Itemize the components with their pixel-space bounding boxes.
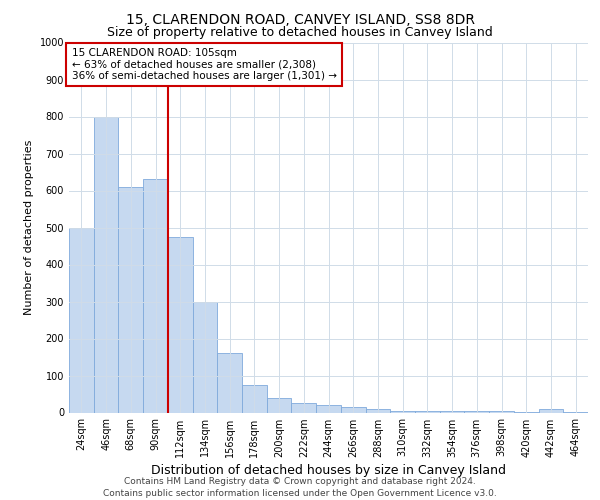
Bar (292, 403, 316, 412)
Bar (193, 302, 217, 412)
Bar (341, 407, 365, 412)
X-axis label: Distribution of detached houses by size in Canvey Island: Distribution of detached houses by size … (151, 464, 506, 477)
Text: 15, CLARENDON ROAD, CANVEY ISLAND, SS8 8DR: 15, CLARENDON ROAD, CANVEY ISLAND, SS8 8… (125, 12, 475, 26)
Bar (69, 228, 94, 412)
Bar (168, 237, 193, 412)
Bar (217, 354, 242, 412)
Bar (539, 409, 563, 412)
Text: 15 CLARENDON ROAD: 105sqm
← 63% of detached houses are smaller (2,308)
36% of se: 15 CLARENDON ROAD: 105sqm ← 63% of detac… (71, 48, 337, 81)
Bar (390, 410, 415, 412)
Bar (365, 409, 390, 412)
Bar (143, 180, 168, 412)
Bar (242, 385, 267, 412)
Bar (94, 116, 118, 412)
Bar (316, 405, 341, 412)
Text: Contains HM Land Registry data © Crown copyright and database right 2024.
Contai: Contains HM Land Registry data © Crown c… (103, 476, 497, 498)
Bar (415, 410, 440, 412)
Bar (118, 187, 143, 412)
Y-axis label: Number of detached properties: Number of detached properties (24, 140, 34, 315)
Text: Size of property relative to detached houses in Canvey Island: Size of property relative to detached ho… (107, 26, 493, 39)
Bar (267, 398, 292, 412)
Bar (440, 410, 464, 412)
